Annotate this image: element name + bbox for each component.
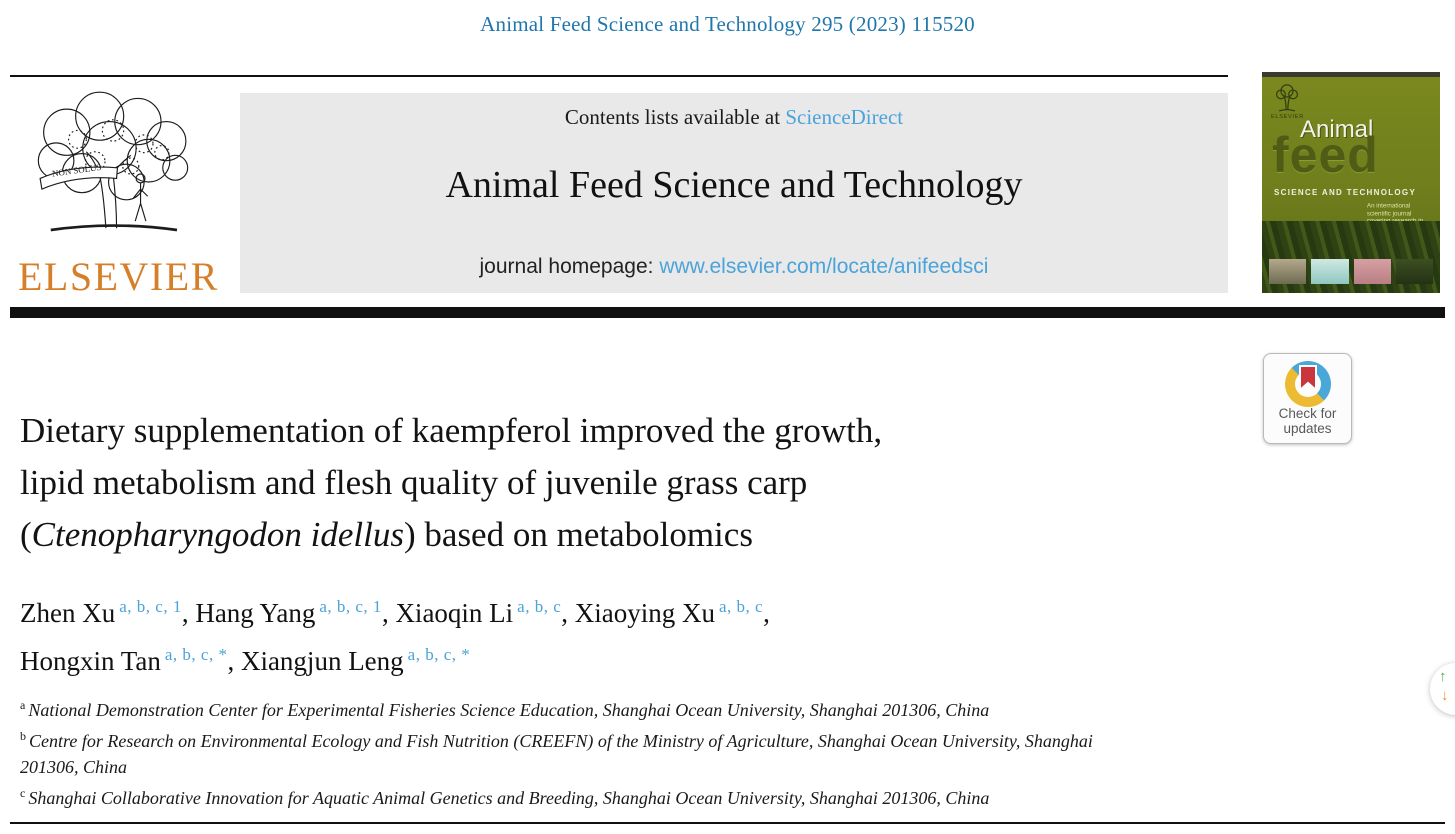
scroll-down-arrow-icon[interactable]: ↓: [1441, 687, 1449, 704]
cover-photo-testtubes: [1311, 259, 1349, 284]
section-divider-bar: [10, 307, 1445, 318]
article-title-line2: lipid metabolism and flesh quality of ju…: [20, 463, 808, 502]
author: Hongxin Tan a, b, c, *: [20, 645, 228, 676]
elsevier-wordmark: ELSEVIER: [18, 254, 219, 299]
cover-photo-strip: [1269, 259, 1433, 284]
affiliation-label: a: [20, 698, 26, 712]
author-affil-sup: a, b, c, *: [407, 645, 471, 664]
elsevier-tree-icon: NON SOLUS: [18, 91, 208, 250]
affiliation-b: b Centre for Research on Environmental Ec…: [20, 729, 1093, 777]
cover-subtitle: SCIENCE AND TECHNOLOGY: [1274, 188, 1417, 197]
journal-citation: Animal Feed Science and Technology 295 (…: [480, 12, 975, 36]
author: Hang Yang a, b, c, 1: [195, 597, 382, 628]
cover-photo-cattle: [1269, 259, 1307, 284]
author-affil-sup: a, b, c: [719, 597, 764, 616]
author-affil-sup: a, b, c, *: [164, 645, 228, 664]
affiliation-c: c Shanghai Collaborative Innovation for A…: [20, 786, 990, 808]
bookmark-icon: [1298, 365, 1318, 398]
journal-title: Animal Feed Science and Technology: [445, 164, 1023, 206]
sciencedirect-link[interactable]: ScienceDirect: [785, 105, 904, 129]
cover-top-strip: [1262, 72, 1440, 77]
article-title-line3: (Ctenopharyngodon idellus) based on meta…: [20, 515, 753, 554]
species-name-italic: Ctenopharyngodon idellus: [31, 515, 404, 554]
affiliation-a: a National Demonstration Center for Exper…: [20, 698, 990, 720]
homepage-url-link[interactable]: www.elsevier.com/locate/anifeedsci: [659, 255, 989, 278]
homepage-label: journal homepage:: [479, 255, 660, 278]
check-for-updates-badge[interactable]: Check for updates: [1263, 353, 1352, 444]
cover-publisher-mark: ELSEVIER: [1271, 113, 1304, 120]
article-title: Dietary supplementation of kaempferol im…: [20, 405, 1200, 561]
elsevier-logo: NON SOLUS ELSEVIER: [18, 86, 219, 300]
contents-line: Contents lists available at ScienceDirec…: [240, 105, 1228, 130]
cover-photo-chickens: [1395, 259, 1433, 284]
journal-cover-thumbnail[interactable]: ELSEVIER Animal feed SCIENCE AND TECHNOL…: [1262, 72, 1440, 293]
affiliation-label: c: [20, 786, 26, 800]
author-list: Zhen Xu a, b, c, 1, Hang Yang a, b, c, 1, …: [20, 597, 770, 676]
homepage-line: journal homepage: www.elsevier.com/locat…: [240, 255, 1228, 279]
cover-photo-pig: [1353, 259, 1391, 284]
affiliation-list: a National Demonstration Center for Exper…: [20, 692, 1140, 811]
cover-title-animal: Animal: [1300, 116, 1374, 143]
article-title-line1: Dietary supplementation of kaempferol im…: [20, 411, 883, 450]
cover-title-feed: feed: [1272, 127, 1379, 183]
author-affil-sup: a, b, c, 1: [119, 597, 182, 616]
author: Xiaoying Xu a, b, c: [574, 597, 764, 628]
author-affil-sup: a, b, c, 1: [319, 597, 382, 616]
author-affil-sup: a, b, c: [517, 597, 562, 616]
author: Zhen Xu a, b, c, 1: [20, 597, 182, 628]
check-updates-label: Check for updates: [1278, 406, 1337, 436]
scroll-widget[interactable]: ↑ ↓: [1430, 663, 1455, 715]
footer-rule: [10, 822, 1445, 824]
scroll-up-arrow-icon[interactable]: ↑: [1439, 668, 1447, 685]
author: Xiaoqin Li a, b, c: [395, 597, 562, 628]
journal-banner: Contents lists available at ScienceDirec…: [240, 93, 1228, 293]
header-top-rule: [10, 75, 1228, 77]
contents-text: Contents lists available at: [564, 105, 786, 129]
affiliation-label: b: [20, 729, 26, 743]
author: Xiangjun Leng a, b, c, *: [240, 645, 471, 676]
cover-elsevier-tree-icon: [1274, 82, 1300, 117]
